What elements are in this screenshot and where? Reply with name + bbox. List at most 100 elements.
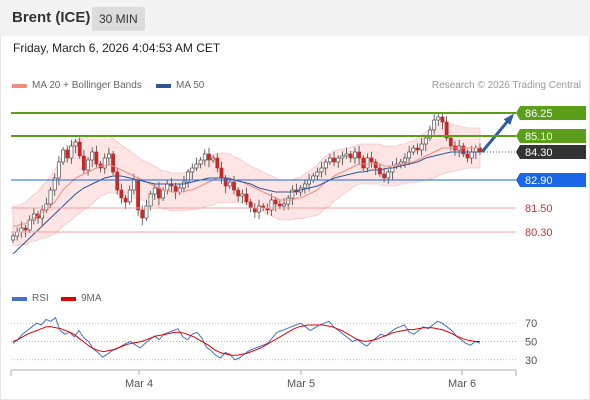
candle-body	[132, 179, 136, 191]
legend-rsi-label: RSI	[32, 293, 49, 304]
candle-body	[115, 171, 120, 191]
candle-body	[223, 177, 228, 187]
candle-body	[244, 193, 249, 203]
candle-body	[327, 157, 332, 163]
level-label: 85.10	[525, 131, 553, 143]
candle-body	[65, 149, 70, 159]
candle-body	[198, 159, 203, 165]
candle-body	[240, 193, 245, 197]
candle-body	[369, 157, 374, 163]
candle-body	[436, 116, 441, 121]
candle-body	[257, 205, 261, 213]
instrument-title: Brent (ICE)	[12, 9, 91, 26]
candle-body	[219, 167, 224, 179]
legend-rsi: RSI	[12, 293, 49, 304]
time-axis-label: Mar 4	[125, 378, 153, 390]
candle-body	[232, 181, 236, 191]
candle-body	[269, 199, 274, 211]
candle-body	[207, 153, 211, 161]
candle-body	[382, 173, 386, 179]
candle-body	[152, 187, 157, 195]
rsi-9ma-line	[12, 324, 480, 356]
rsi-swatch	[12, 296, 27, 301]
ma20-swatch	[12, 83, 27, 88]
candle-body	[211, 157, 216, 161]
candle-body	[428, 129, 432, 139]
candle-body	[390, 165, 395, 173]
candle-body	[361, 157, 366, 169]
time-axis-label: Mar 6	[448, 378, 476, 390]
candle-body	[11, 235, 15, 241]
candle-body	[107, 153, 111, 159]
interval-badge[interactable]: 30 MIN	[92, 7, 145, 31]
candle-body	[336, 157, 341, 163]
candle-body	[440, 116, 445, 123]
candle-body	[373, 161, 378, 169]
candle-body	[202, 153, 207, 161]
legend-9ma: 9MA	[61, 293, 102, 304]
candle-body	[182, 181, 186, 189]
legend-ma50-label: MA 50	[176, 80, 205, 91]
candle-body	[15, 231, 20, 237]
candle-body	[48, 189, 53, 205]
candle-body	[248, 201, 253, 209]
candle-body	[465, 153, 470, 159]
candle-body	[444, 121, 449, 139]
candle-body	[111, 153, 115, 173]
projection-arrow-head	[503, 113, 514, 125]
candle-body	[52, 177, 57, 191]
candle-body	[357, 151, 361, 159]
candle-body	[56, 161, 61, 179]
level-tag-pivot	[516, 173, 586, 187]
candle-body	[73, 141, 78, 147]
candle-body	[190, 167, 195, 173]
candle-body	[148, 193, 153, 207]
rsi-line	[12, 316, 481, 361]
candle-body	[161, 189, 166, 199]
candle-body	[286, 197, 291, 205]
level-tag-resistance	[516, 106, 586, 120]
candle-body	[448, 137, 453, 147]
candle-body	[365, 157, 370, 169]
candle-body	[81, 155, 86, 171]
candle-body	[23, 227, 28, 231]
ma50-swatch	[156, 83, 171, 88]
candle-body	[173, 185, 178, 193]
candle-body	[236, 189, 241, 197]
rsi-tick-label: 70	[525, 318, 537, 330]
candle-body	[323, 161, 328, 169]
level-label: 81.50	[525, 203, 553, 215]
candle-body	[61, 149, 65, 163]
candle-body	[282, 203, 286, 207]
time-axis-label: Mar 5	[287, 378, 315, 390]
candle-body	[469, 151, 474, 159]
candle-body	[94, 151, 99, 165]
candle-body	[423, 137, 428, 145]
level-label: 80.30	[525, 227, 553, 239]
candle-body	[432, 119, 437, 131]
candle-body	[69, 145, 74, 159]
candle-body	[77, 141, 82, 157]
candle-body	[186, 171, 191, 183]
candle-body	[273, 199, 278, 205]
level-tag-resistance	[516, 129, 586, 143]
credit-text: Research © 2026 Trading Central	[431, 80, 581, 91]
candle-body	[319, 167, 324, 173]
header-bar: Brent (ICE) 30 MIN	[0, 0, 590, 36]
legend-ma20-label: MA 20 + Bollinger Bands	[32, 80, 142, 91]
legend-9ma-label: 9MA	[81, 293, 102, 304]
candle-body	[315, 171, 320, 177]
candle-body	[102, 157, 107, 169]
candle-body	[227, 181, 232, 187]
candle-body	[344, 153, 349, 157]
level-label: 82.90	[525, 175, 553, 187]
candle-body	[215, 157, 220, 169]
legend-ma20: MA 20 + Bollinger Bands	[12, 80, 142, 91]
candle-body	[140, 209, 145, 219]
candle-body	[19, 227, 24, 233]
ma20-line	[13, 147, 480, 227]
candle-body	[461, 145, 466, 155]
candle-body	[157, 187, 161, 199]
candle-body	[123, 197, 128, 203]
